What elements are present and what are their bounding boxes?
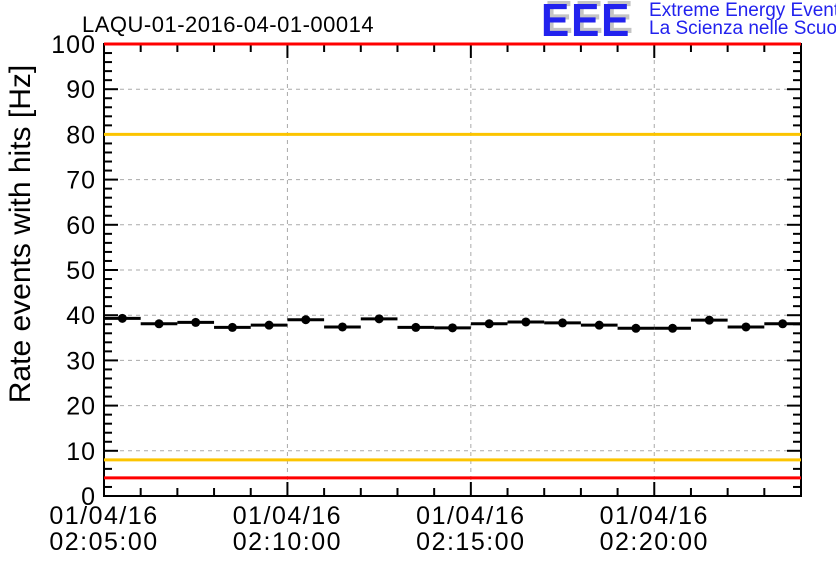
y-tick-labels: 0 10 20 30 40 50 60 70 80 90 100 [51,31,96,511]
eee-logo-line2: La Scienza nelle Scuole [649,18,836,39]
data-marker [227,322,237,332]
y-tick-label: 80 [66,121,96,149]
data-point [360,314,398,324]
eee-logo-acronym: EEE [541,0,632,46]
data-point [470,319,508,329]
threshold-lines [104,42,801,480]
x-tick-date: 01/04/16 [600,502,709,530]
data-marker [484,319,494,329]
x-ticks [103,44,802,496]
x-tick-label: 01/04/16 02:20:00 [600,502,709,556]
eee-logo-line1: Extreme Energy Events [649,0,836,21]
data-point [764,319,801,329]
x-tick-date: 01/04/16 [416,502,525,530]
data-marker [521,317,531,327]
data-marker [448,323,457,333]
data-point [580,320,618,330]
data-point [140,319,178,329]
data-marker [558,318,568,328]
x-tick-time: 02:10:00 [233,528,342,556]
data-marker [778,319,788,329]
data-point [287,315,325,325]
data-marker [411,322,421,332]
data-point [250,320,288,330]
y-tick-label: 90 [66,76,96,104]
data-point [727,322,765,332]
y-tick-label: 30 [66,347,96,375]
data-point [544,318,581,328]
data-marker [301,315,311,325]
data-marker [191,317,201,327]
data-series-rate-events-with-hits [104,313,801,333]
y-tick-label: 70 [66,167,96,195]
data-point [324,322,361,332]
data-marker [154,319,164,329]
data-point [507,317,545,327]
data-point [214,322,251,332]
x-tick-label: 01/04/16 02:05:00 [49,502,158,556]
data-marker [631,323,641,333]
data-marker [594,320,604,330]
y-gridlines [104,88,801,452]
x-tick-date: 01/04/16 [233,502,342,530]
data-point [177,317,215,327]
y-tick-label: 40 [66,302,96,330]
data-marker [374,314,384,324]
data-marker [668,323,678,333]
data-marker [117,313,127,323]
data-marker [704,315,714,325]
x-tick-time: 02:20:00 [600,528,709,556]
x-tick-labels: 01/04/16 02:05:0001/04/16 02:10:0001/04/16… [49,502,709,556]
data-marker [264,320,274,330]
data-point [434,323,471,333]
y-tick-label: 50 [66,257,96,285]
x-tick-label: 01/04/16 02:15:00 [416,502,525,556]
x-tick-time: 02:05:00 [49,528,158,556]
x-tick-date: 01/04/16 [49,502,158,530]
y-tick-label: 10 [66,438,96,466]
page-title: LAQU-01-2016-04-01-00014 [82,12,375,37]
y-tick-label: 20 [66,393,96,421]
eee-logo-text: Extreme Energy Events La Scienza nelle S… [649,0,836,38]
x-tick-time: 02:15:00 [416,528,525,556]
data-marker [741,322,751,332]
y-tick-label: 100 [51,31,96,59]
data-marker [337,322,347,332]
data-point [104,313,141,323]
data-point [397,322,435,332]
y-tick-label: 0 [81,483,96,511]
eee-logo: EEE Extreme Energy Events La Scienza nel… [541,0,836,46]
data-point [690,315,728,325]
data-point [654,323,691,333]
data-point [617,323,655,333]
y-tick-label: 60 [66,212,96,240]
x-tick-label: 01/04/16 02:10:00 [233,502,342,556]
